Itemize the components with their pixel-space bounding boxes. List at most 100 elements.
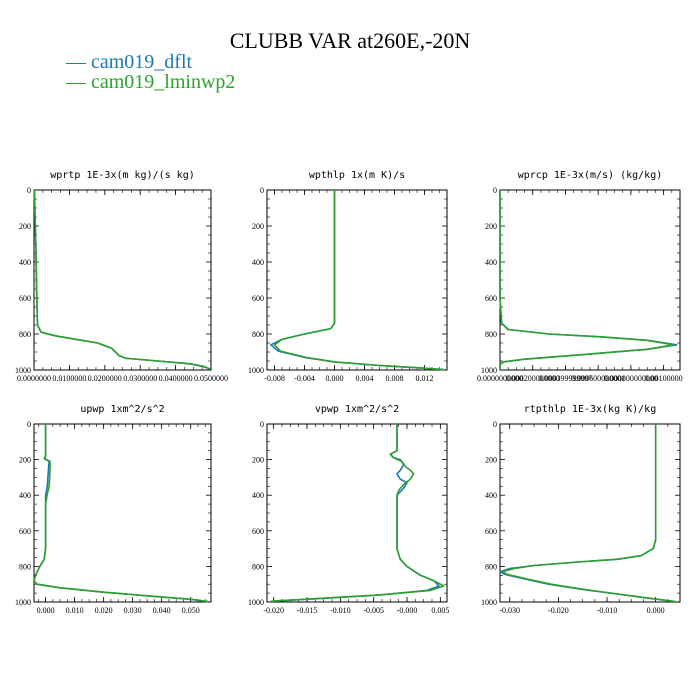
- series-line-dflt: [270, 190, 444, 371]
- y-tick-label: 200: [485, 222, 497, 231]
- y-tick-label: 400: [485, 491, 497, 500]
- y-tick-label: 200: [19, 222, 31, 231]
- x-tick-label: 0.050: [182, 606, 200, 615]
- y-tick-label: 800: [485, 562, 497, 571]
- x-tick-label: 0.005: [431, 606, 449, 615]
- plot-frame: [33, 423, 212, 603]
- y-tick-label: 600: [485, 527, 497, 536]
- x-tick-label: 0.0500000: [194, 374, 228, 383]
- x-tick-label: 0.00100000: [645, 374, 683, 383]
- x-tick-label: -0.015: [297, 606, 318, 615]
- series-line-dflt: [499, 424, 676, 603]
- y-tick-label: 0: [27, 186, 31, 195]
- x-tick-label: 0.004: [356, 374, 374, 383]
- x-tick-label: 0.0000000: [17, 374, 51, 383]
- plot-frame: [33, 189, 212, 371]
- y-tick-label: 200: [485, 456, 497, 465]
- y-tick-label: 800: [252, 330, 264, 339]
- x-tick-label: 0.0300000: [123, 374, 157, 383]
- y-tick-label: 0: [493, 420, 497, 429]
- y-tick-label: 0: [27, 420, 31, 429]
- x-tick-label: 0.012: [416, 374, 434, 383]
- x-tick-label: 0.000: [326, 374, 344, 383]
- y-tick-label: 1000: [481, 598, 497, 607]
- y-tick-label: 200: [252, 456, 264, 465]
- x-tick-label: 0.008: [386, 374, 404, 383]
- y-tick-label: 400: [19, 258, 31, 267]
- plot-frame: [499, 423, 681, 603]
- x-tick-label: 0.000399999997: [538, 374, 592, 383]
- x-tick-label: 0.000200000000: [506, 374, 560, 383]
- x-tick-label: -0.008: [264, 374, 285, 383]
- y-tick-label: 1000: [15, 598, 31, 607]
- series-line-lminwp2: [33, 424, 209, 603]
- x-tick-label: 0.000: [647, 606, 665, 615]
- y-tick-label: 600: [19, 294, 31, 303]
- series-line-lminwp2: [33, 189, 211, 370]
- x-tick-label: 0.0000000000: [477, 374, 523, 383]
- y-tick-label: 0: [260, 186, 264, 195]
- y-tick-label: 800: [252, 562, 264, 571]
- panel-3: wprcp 1E-3x(m/s) (kg/kg) 0 200 400 600 800 100…: [477, 170, 683, 383]
- y-tick-label: 400: [19, 491, 31, 500]
- y-tick-label: 1000: [15, 366, 31, 375]
- legend-line-dflt: —: [66, 51, 91, 73]
- x-tick-label: -0.010: [330, 606, 351, 615]
- plot-frame: [266, 189, 448, 371]
- y-tick-label: 0: [493, 186, 497, 195]
- legend-label-dflt: cam019_dflt: [91, 51, 193, 73]
- y-tick-label: 400: [252, 258, 264, 267]
- x-tick-label: -0.030: [499, 606, 520, 615]
- panel-title: vpwp 1xm^2/s^2: [315, 404, 399, 415]
- y-tick-label: 1000: [248, 366, 264, 375]
- y-tick-label: 600: [19, 527, 31, 536]
- panel-2: wpthlp 1x(m K)/s 0 200 400 600 800 1000-0.008-…: [248, 170, 448, 383]
- panel-title: wprtp 1E-3x(m kg)/(s kg): [50, 170, 195, 181]
- x-tick-label: 0.000800000000: [604, 374, 658, 383]
- y-tick-label: 200: [252, 222, 264, 231]
- x-tick-label: -0.020: [263, 606, 284, 615]
- x-tick-label: 0.020: [95, 606, 113, 615]
- y-tick-label: 800: [19, 330, 31, 339]
- x-tick-label: 0.010: [66, 606, 84, 615]
- panel-title: wprcp 1E-3x(m/s) (kg/kg): [518, 170, 663, 181]
- panel-5: vpwp 1xm^2/s^2 0 200 400 600 800 1000-0.020 -0.…: [248, 404, 449, 615]
- y-tick-label: 400: [485, 258, 497, 267]
- x-tick-label: -0.004: [294, 374, 315, 383]
- x-tick-label: 0.000600000001: [571, 374, 625, 383]
- x-tick-label: -0.020: [548, 606, 569, 615]
- legend-entry-dflt: — cam019_dflt: [66, 51, 192, 74]
- plot-frame: [499, 189, 681, 371]
- x-tick-label: -0.000: [397, 606, 418, 615]
- x-tick-label: 0.0400000: [159, 374, 193, 383]
- panel-title: upwp 1xm^2/s^2: [80, 404, 164, 415]
- y-tick-label: 600: [252, 527, 264, 536]
- panel-title: wpthlp 1x(m K)/s: [309, 170, 405, 181]
- y-tick-label: 400: [252, 491, 264, 500]
- series-line-dflt: [499, 190, 678, 370]
- x-tick-label: 0.030: [124, 606, 142, 615]
- x-tick-label: 0.000: [37, 606, 55, 615]
- y-tick-label: 800: [485, 330, 497, 339]
- legend-label-lminwp2: cam019_lminwp2: [91, 71, 236, 93]
- page-title: CLUBB VAR at260E,-20N: [229, 28, 471, 53]
- legend-entry-lminwp2: — cam019_lminwp2: [66, 71, 235, 94]
- y-tick-label: 800: [19, 562, 31, 571]
- y-tick-label: 0: [260, 420, 264, 429]
- series-line-dflt: [273, 424, 440, 602]
- legend-line-lminwp2: —: [66, 71, 91, 93]
- series-line-lminwp2: [270, 424, 445, 603]
- y-tick-label: 200: [19, 456, 31, 465]
- x-tick-label: -0.010: [597, 606, 618, 615]
- x-tick-label: 0.040: [153, 606, 171, 615]
- series-line-lminwp2: [501, 424, 676, 603]
- y-tick-label: 1000: [481, 366, 497, 375]
- y-tick-label: 600: [252, 294, 264, 303]
- x-tick-label: 0.0200000: [88, 374, 122, 383]
- y-tick-label: 1000: [248, 598, 264, 607]
- panel-title: rtpthlp 1E-3x(kg K)/kg: [524, 404, 656, 415]
- x-tick-label: -0.005: [363, 606, 384, 615]
- panel-4: upwp 1xm^2/s^2 0 200 400 600 800 1000 0.000 0.01…: [15, 404, 212, 615]
- series-line-lminwp2: [273, 190, 444, 371]
